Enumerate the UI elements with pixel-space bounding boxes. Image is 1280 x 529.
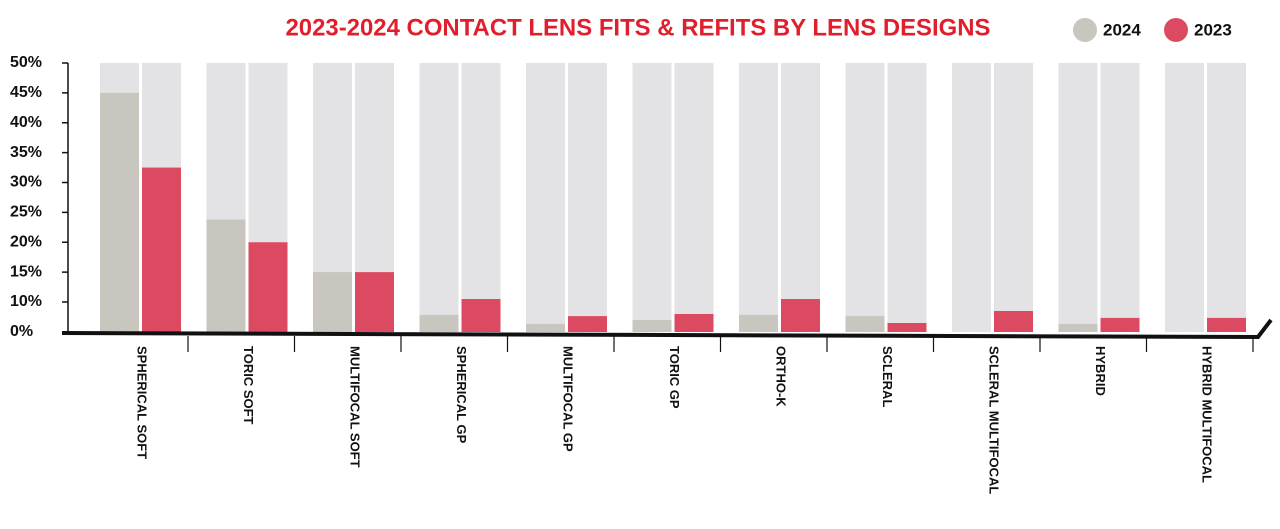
y-tick-label: 0% <box>10 323 33 340</box>
bar-background <box>1165 63 1204 332</box>
bar <box>845 316 885 332</box>
bar-background <box>568 63 607 332</box>
bar-background <box>674 63 714 332</box>
bar <box>461 299 501 332</box>
legend-swatch <box>1073 18 1097 42</box>
x-tick-label: TORIC GP <box>667 346 682 409</box>
x-tick-label: SPHERICAL GP <box>454 346 469 444</box>
x-tick-label: TORIC SOFT <box>241 346 256 425</box>
x-tick-label: SCLERAL MULTIFOCAL <box>987 346 1002 494</box>
y-tick-label: 30% <box>10 174 42 191</box>
bar <box>887 323 927 332</box>
bar <box>419 314 459 332</box>
plot <box>100 63 1246 332</box>
bar <box>313 272 352 332</box>
x-tick-label: SCLERAL <box>880 346 895 407</box>
bar <box>632 320 672 332</box>
bar-background <box>845 63 885 332</box>
bar-background <box>419 63 459 332</box>
bar <box>994 311 1033 332</box>
x-tick-label: MULTIFOCAL GP <box>561 346 576 452</box>
bar <box>142 167 181 332</box>
y-tick-label: 15% <box>10 263 42 280</box>
y-tick-label: 10% <box>10 293 42 310</box>
y-tick-label: 40% <box>10 114 42 131</box>
bar <box>355 272 394 332</box>
x-axis <box>61 318 1273 340</box>
x-tick-label: HYBRID MULTIFOCAL <box>1200 346 1215 483</box>
bar-background <box>1100 63 1140 332</box>
legend-label: 2023 <box>1194 20 1232 39</box>
bar-background <box>1058 63 1098 332</box>
chart-title: 2023-2024 CONTACT LENS FITS & REFITS BY … <box>286 14 991 41</box>
bar-background <box>1207 63 1246 332</box>
bar <box>100 92 139 332</box>
bar-background <box>632 63 672 332</box>
bar-background <box>526 63 565 332</box>
y-tick-label: 20% <box>10 233 42 250</box>
bar-background <box>739 63 778 332</box>
bar <box>1058 323 1098 332</box>
bar <box>206 219 246 332</box>
bar <box>739 314 778 332</box>
legend-swatch <box>1164 18 1188 42</box>
bar <box>1207 317 1246 332</box>
bar-background <box>887 63 927 332</box>
x-tick-label: MULTIFOCAL SOFT <box>348 346 363 468</box>
bar-background <box>461 63 501 332</box>
x-tick-label: SPHERICAL SOFT <box>135 346 150 459</box>
y-tick-label: 45% <box>10 84 42 101</box>
bar-background <box>781 63 820 332</box>
bar <box>674 314 714 332</box>
bar-background <box>952 63 991 332</box>
legend-label: 2024 <box>1103 20 1141 39</box>
x-tick-label: HYBRID <box>1093 346 1108 396</box>
y-tick-label: 35% <box>10 144 42 161</box>
bar <box>781 299 820 332</box>
bar <box>1100 317 1140 332</box>
bar-background <box>994 63 1033 332</box>
bar <box>526 323 565 332</box>
y-tick-label: 50% <box>10 54 42 71</box>
y-tick-label: 25% <box>10 204 42 221</box>
bar <box>248 242 288 332</box>
bar <box>568 316 607 332</box>
x-tick-label: ORTHO-K <box>774 346 789 407</box>
